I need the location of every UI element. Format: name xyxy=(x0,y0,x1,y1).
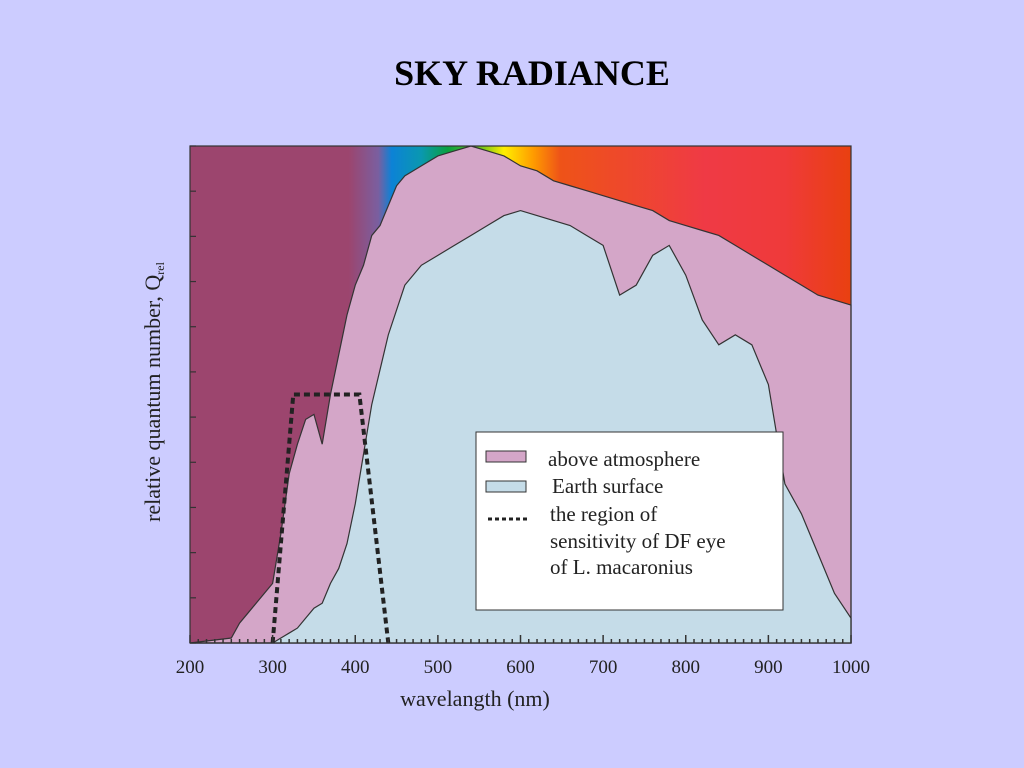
y-axis-title: relative quantum number, Qrel xyxy=(140,261,167,521)
x-tick-label: 500 xyxy=(424,657,453,678)
x-axis-title: wavelangth (nm) xyxy=(400,686,550,711)
legend-label-eye-sensitivity-line1: the region of xyxy=(550,502,657,526)
legend-swatch-earth-surface xyxy=(485,480,527,493)
x-tick-label: 1000 xyxy=(832,657,870,678)
x-tick-label: 700 xyxy=(589,657,618,678)
legend-label-eye-sensitivity-line3: of L. macaronius xyxy=(550,555,693,579)
series-df-eye-sensitivity xyxy=(270,392,391,644)
legend-box xyxy=(475,431,784,611)
x-tick-label: 800 xyxy=(672,657,701,678)
y-axis-title-main: relative quantum number, Q xyxy=(140,275,165,522)
legend-label-eye-sensitivity-line2: sensitivity of DF eye xyxy=(550,529,726,553)
chart-title: SKY RADIANCE xyxy=(394,53,670,93)
x-tick-label: 300 xyxy=(258,657,287,678)
x-tick-label: 600 xyxy=(506,657,535,678)
x-tick-labels: 200 300 400 500 600 700 800 900 1000 xyxy=(176,657,870,678)
legend-label-earth-surface: Earth surface xyxy=(552,474,663,498)
y-axis-title-subscript: rel xyxy=(153,261,167,274)
axis-ticks xyxy=(189,145,852,644)
x-tick-label: 400 xyxy=(341,657,370,678)
legend-label-above-atmosphere: above atmosphere xyxy=(548,447,700,471)
x-tick-label: 900 xyxy=(754,657,783,678)
x-tick-label: 200 xyxy=(176,657,205,678)
legend: above atmosphere Earth surface the regio… xyxy=(475,431,784,611)
legend-swatch-above-atmosphere xyxy=(485,450,527,463)
